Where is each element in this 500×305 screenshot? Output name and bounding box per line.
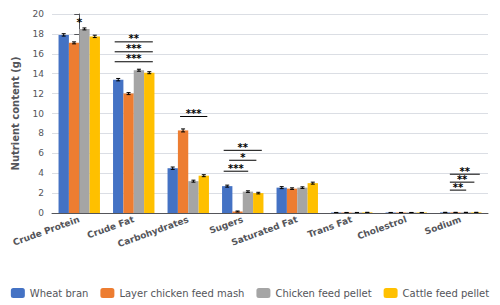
svg-text:Layer chicken feed mash: Layer chicken feed mash [119,288,244,299]
svg-text:10: 10 [33,109,45,119]
svg-text:4: 4 [38,168,44,178]
svg-text:2: 2 [38,188,44,198]
svg-text:14: 14 [33,69,45,79]
svg-text:***: *** [228,163,244,174]
svg-text:Saturated Fat: Saturated Fat [230,214,300,247]
svg-text:***: *** [126,53,142,64]
svg-text:*: * [76,16,82,29]
svg-text:20: 20 [33,9,45,19]
svg-text:Cattle feed pellet: Cattle feed pellet [403,288,490,299]
svg-text:Sodium: Sodium [423,214,462,236]
svg-text:Nutrient content (g): Nutrient content (g) [10,57,21,171]
svg-text:6: 6 [38,148,44,158]
svg-text:12: 12 [33,89,44,99]
svg-text:Wheat bran: Wheat bran [30,288,89,299]
svg-text:Crude Protein: Crude Protein [12,214,81,247]
svg-text:Carbohydrates: Carbohydrates [116,214,190,249]
svg-text:Trans Fat: Trans Fat [306,214,354,240]
svg-text:16: 16 [33,49,45,59]
svg-text:Cholestrol: Cholestrol [356,214,408,241]
svg-text:***: *** [186,108,202,119]
svg-text:8: 8 [38,128,44,138]
svg-text:Sugers: Sugers [208,214,245,235]
svg-text:Crude Fat: Crude Fat [85,214,136,241]
svg-text:0: 0 [38,208,44,218]
svg-text:*: * [240,152,246,163]
svg-text:18: 18 [33,29,45,39]
svg-text:**: ** [453,182,464,193]
svg-text:Chicken feed pellet: Chicken feed pellet [275,288,371,299]
